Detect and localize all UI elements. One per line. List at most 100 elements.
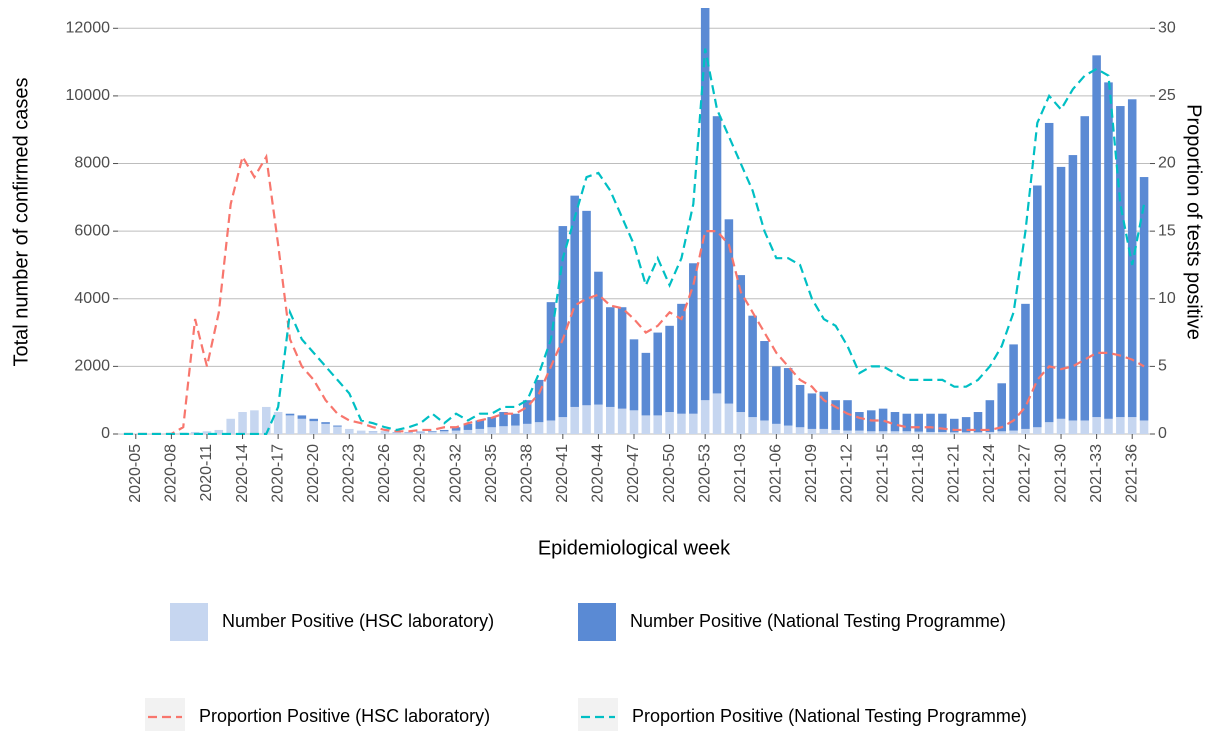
bar bbox=[1033, 185, 1042, 428]
legend-label: Number Positive (National Testing Progra… bbox=[630, 611, 1006, 631]
bar bbox=[606, 406, 615, 434]
legend: Number Positive (HSC laboratory) Number P… bbox=[145, 603, 1027, 731]
y-axis-title: Total number of confirmed cases bbox=[10, 77, 32, 366]
bar bbox=[250, 410, 259, 434]
bar bbox=[760, 420, 769, 434]
bar bbox=[938, 413, 947, 432]
bar bbox=[226, 418, 235, 434]
bar bbox=[463, 429, 473, 434]
bar bbox=[890, 431, 900, 434]
y2-tick-label: 20 bbox=[1158, 155, 1176, 172]
bar bbox=[487, 417, 496, 428]
bar bbox=[1139, 177, 1149, 421]
x-tick-label: 2021-27 bbox=[1017, 444, 1034, 503]
y-tick-label: 10000 bbox=[66, 87, 111, 104]
bar bbox=[558, 226, 568, 418]
bar bbox=[926, 413, 935, 432]
bar bbox=[1044, 122, 1054, 423]
bar bbox=[855, 412, 864, 431]
x-tick-label: 2020-29 bbox=[412, 444, 429, 503]
x-tick-label: 2021-12 bbox=[839, 444, 856, 503]
x-tick-label: 2020-47 bbox=[625, 444, 642, 503]
y2-axis-title: Proportion of tests positive bbox=[1183, 104, 1205, 340]
bar bbox=[439, 431, 449, 434]
bar bbox=[356, 430, 366, 434]
bar bbox=[499, 412, 508, 427]
bar bbox=[736, 275, 746, 413]
bar bbox=[689, 263, 698, 414]
y2-tick-label: 10 bbox=[1158, 290, 1176, 307]
bar bbox=[641, 352, 651, 416]
bar bbox=[1033, 427, 1042, 434]
x-tick-label: 2021-33 bbox=[1088, 444, 1105, 503]
bar bbox=[653, 415, 662, 434]
bar bbox=[807, 393, 817, 429]
bar bbox=[404, 432, 413, 434]
x-axis-title: Epidemiological week bbox=[538, 537, 731, 559]
bar bbox=[629, 410, 639, 434]
y2-tick-label: 0 bbox=[1158, 425, 1167, 442]
bar bbox=[736, 412, 746, 434]
bar bbox=[748, 417, 757, 434]
bar bbox=[831, 400, 840, 430]
bar bbox=[285, 413, 295, 416]
bar bbox=[819, 391, 829, 429]
bar bbox=[570, 406, 579, 434]
bar bbox=[997, 383, 1006, 432]
bar bbox=[1139, 420, 1149, 434]
x-tick-label: 2021-09 bbox=[803, 444, 820, 503]
bar bbox=[902, 413, 912, 432]
bar bbox=[961, 417, 971, 433]
x-tick-label: 2020-11 bbox=[198, 444, 215, 502]
legend-label: Proportion Positive (HSC laboratory) bbox=[199, 706, 490, 726]
bar bbox=[997, 431, 1006, 434]
x-tick-label: 2021-21 bbox=[945, 444, 962, 503]
bar bbox=[463, 423, 473, 430]
y-tick-label: 8000 bbox=[74, 155, 110, 172]
bar bbox=[902, 431, 912, 434]
bar bbox=[202, 431, 212, 434]
bar bbox=[285, 415, 295, 434]
bar bbox=[273, 412, 283, 434]
y-tick-label: 6000 bbox=[74, 222, 110, 239]
bar bbox=[665, 325, 674, 413]
x-tick-label: 2020-32 bbox=[447, 444, 464, 503]
plot-area bbox=[119, 8, 1149, 435]
bar bbox=[712, 393, 722, 434]
legend-label: Proportion Positive (National Testing Pr… bbox=[632, 706, 1027, 726]
bar bbox=[772, 423, 781, 434]
bar bbox=[665, 412, 674, 434]
bar bbox=[451, 430, 461, 434]
bar bbox=[926, 431, 935, 434]
bar bbox=[297, 415, 307, 419]
x-tick-label: 2021-03 bbox=[732, 444, 749, 503]
bar bbox=[1127, 99, 1137, 418]
x-tick-label: 2020-23 bbox=[341, 444, 358, 503]
bar bbox=[499, 426, 508, 434]
x-tick-label: 2021-18 bbox=[910, 444, 927, 503]
bar bbox=[309, 421, 318, 434]
legend-swatch bbox=[578, 603, 616, 641]
bar bbox=[700, 8, 710, 401]
bar bbox=[689, 413, 698, 434]
bar bbox=[843, 430, 852, 434]
bar bbox=[439, 429, 449, 432]
x-tick-label: 2020-08 bbox=[163, 444, 180, 503]
bar bbox=[428, 431, 437, 434]
legend-key-bg bbox=[145, 698, 185, 731]
bar bbox=[1116, 417, 1125, 434]
bar bbox=[843, 400, 852, 431]
x-tick-label: 2020-17 bbox=[269, 444, 286, 503]
bar bbox=[522, 423, 532, 434]
grid bbox=[118, 27, 1150, 435]
y2-tick-label: 30 bbox=[1158, 20, 1176, 37]
bar bbox=[214, 429, 224, 434]
bar bbox=[1009, 344, 1018, 431]
bar bbox=[653, 332, 662, 416]
bar bbox=[914, 431, 923, 434]
bar bbox=[416, 431, 425, 433]
bar bbox=[973, 432, 983, 434]
x-tick-label: 2020-14 bbox=[234, 444, 251, 503]
bar bbox=[866, 431, 876, 434]
